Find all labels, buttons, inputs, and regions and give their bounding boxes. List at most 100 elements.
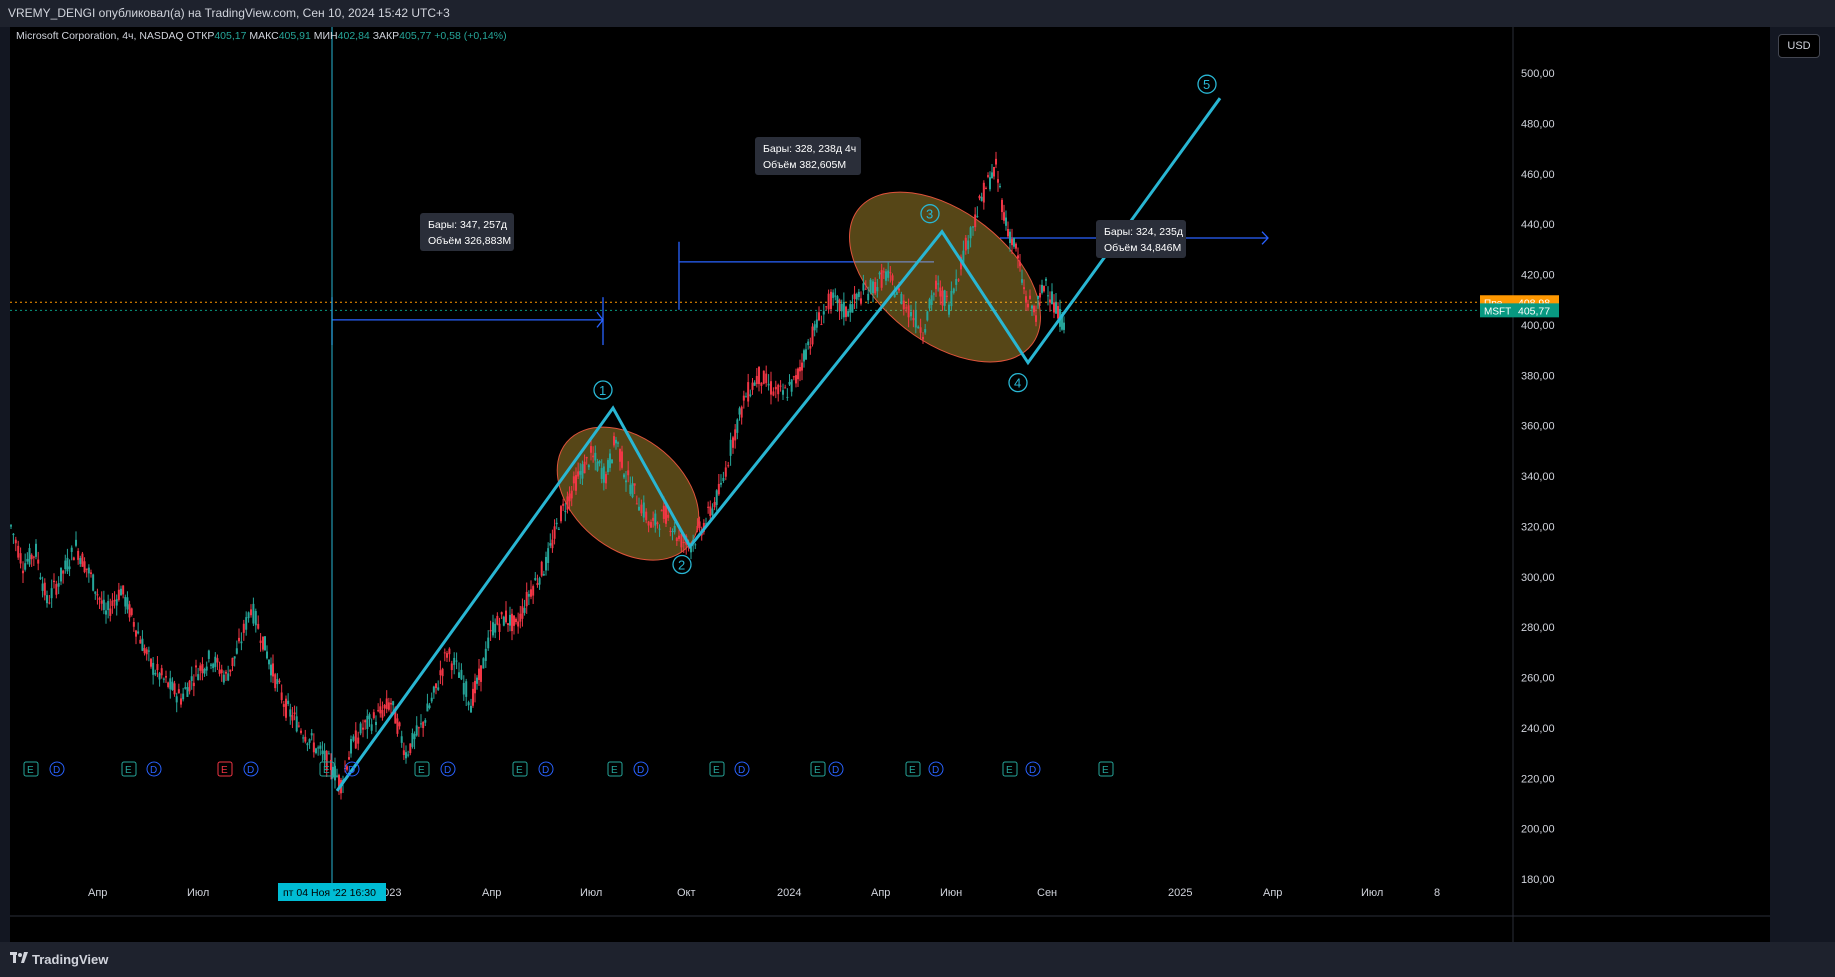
candle-body: [1027, 303, 1029, 308]
candle-body: [233, 656, 236, 659]
candle-body: [37, 559, 40, 564]
legend-part-4: 405,91: [279, 30, 314, 42]
candle-body: [385, 698, 388, 709]
measure-info-box-3: Бары: 324, 235д Объём 34,846M: [1096, 220, 1186, 258]
candle-body: [885, 271, 887, 281]
candle-body: [720, 482, 722, 485]
candle-body: [893, 294, 896, 298]
y-tick-label: 500,00: [1521, 68, 1555, 80]
candle-body: [627, 470, 630, 476]
candle-body: [547, 548, 550, 563]
wave-label-text: 1: [599, 383, 606, 398]
earnings-marker: [1002, 761, 1018, 777]
measure-info-bg: [420, 213, 514, 251]
candle-body: [180, 698, 182, 705]
price-chart[interactable]: 500,00 480,00 460,00 440,00 420,00 400,00 380,…: [10, 27, 1770, 942]
candle-body: [878, 272, 881, 275]
candle-body: [350, 739, 352, 754]
measure-info-bg: [1096, 220, 1186, 258]
candle-body: [315, 748, 317, 754]
candle-body: [467, 702, 470, 706]
candle-body: [997, 179, 999, 183]
candle-body: [472, 688, 474, 706]
candle-body: [842, 301, 845, 318]
legend-part-6: 402,84: [338, 30, 373, 42]
measure-info-box-2: Бары: 328, 238д 4ч Объём 382,605M: [755, 137, 861, 175]
candle-body: [745, 396, 747, 398]
candle-body: [980, 196, 983, 201]
candle-body: [210, 664, 212, 666]
candle-body: [658, 528, 661, 530]
event-marker-letter: D: [932, 765, 939, 776]
candle-body: [673, 525, 676, 533]
candle-body: [227, 673, 230, 681]
earnings-marker: [512, 761, 528, 777]
candle-body: [229, 669, 232, 672]
candle-body: [100, 600, 103, 604]
candle-body: [1015, 243, 1017, 249]
candle-body: [145, 649, 148, 655]
measure-info-line1: Бары: 347, 257д: [428, 219, 507, 231]
measure-info-line2: Объём 326,883M: [428, 235, 511, 247]
wave-label-text: 2: [678, 558, 685, 573]
wave-label-circle: [1008, 373, 1028, 393]
event-marker-letter: E: [1006, 765, 1013, 776]
candle-body: [14, 539, 17, 544]
crosshair-time-text: пт 04 Ноя '22 16:30: [283, 887, 376, 899]
y-tick-label: 200,00: [1521, 824, 1555, 836]
candle-body: [560, 506, 562, 522]
candle-body: [152, 662, 155, 675]
candle-body: [880, 270, 883, 288]
brand-name: TradingView: [32, 952, 109, 967]
candle-body: [250, 609, 252, 616]
candle-body: [732, 437, 734, 448]
candle-body: [270, 664, 272, 676]
y-tick-label: 280,00: [1521, 622, 1555, 634]
currency-button[interactable]: USD: [1778, 34, 1820, 58]
candle-body: [245, 617, 248, 630]
candle-body: [272, 663, 274, 677]
candle-body: [1005, 217, 1007, 226]
candle-body: [770, 381, 772, 395]
candle-body: [765, 373, 768, 384]
candle-body: [551, 539, 554, 549]
candle-body: [801, 362, 803, 371]
event-marker-letter: E: [418, 765, 425, 776]
candle-body: [10, 525, 12, 527]
candle-body: [869, 279, 872, 294]
candle-body: [368, 714, 371, 720]
candle-body: [312, 742, 315, 753]
candle-body: [1029, 295, 1031, 299]
candle-body: [120, 588, 122, 596]
candle-body: [740, 406, 743, 418]
chart-area[interactable]: 500,00 480,00 460,00 440,00 420,00 400,00 380,…: [10, 27, 1770, 942]
candle-body: [640, 504, 643, 514]
candle-body: [143, 647, 146, 654]
candle-body: [978, 195, 981, 199]
candle-body: [964, 237, 967, 251]
candle-body: [667, 514, 670, 518]
candle-body: [94, 591, 97, 594]
candle-body: [1013, 238, 1015, 247]
candle-body: [855, 293, 858, 300]
candle-body: [22, 570, 24, 574]
candle-body: [231, 657, 234, 667]
candle-body: [889, 272, 892, 274]
candle-body: [222, 674, 225, 683]
candle-body: [274, 674, 277, 689]
tradingview-brand[interactable]: TradingView: [10, 952, 108, 967]
candle-body: [972, 226, 974, 228]
candle-body: [1037, 295, 1039, 300]
candle-body: [545, 556, 547, 571]
candle-body: [722, 477, 725, 481]
crosshair-time-label: пт 04 Ноя '22 16:30: [278, 883, 386, 901]
candle-body: [797, 368, 799, 380]
event-marker-letter: E: [909, 765, 916, 776]
candle-body: [834, 295, 837, 297]
y-tick-label: 360,00: [1521, 421, 1555, 433]
candle-body: [362, 727, 364, 730]
y-tick-label: 320,00: [1521, 521, 1555, 533]
candle-body: [92, 574, 95, 591]
candle-body: [1007, 228, 1009, 237]
candle-body: [502, 616, 505, 626]
